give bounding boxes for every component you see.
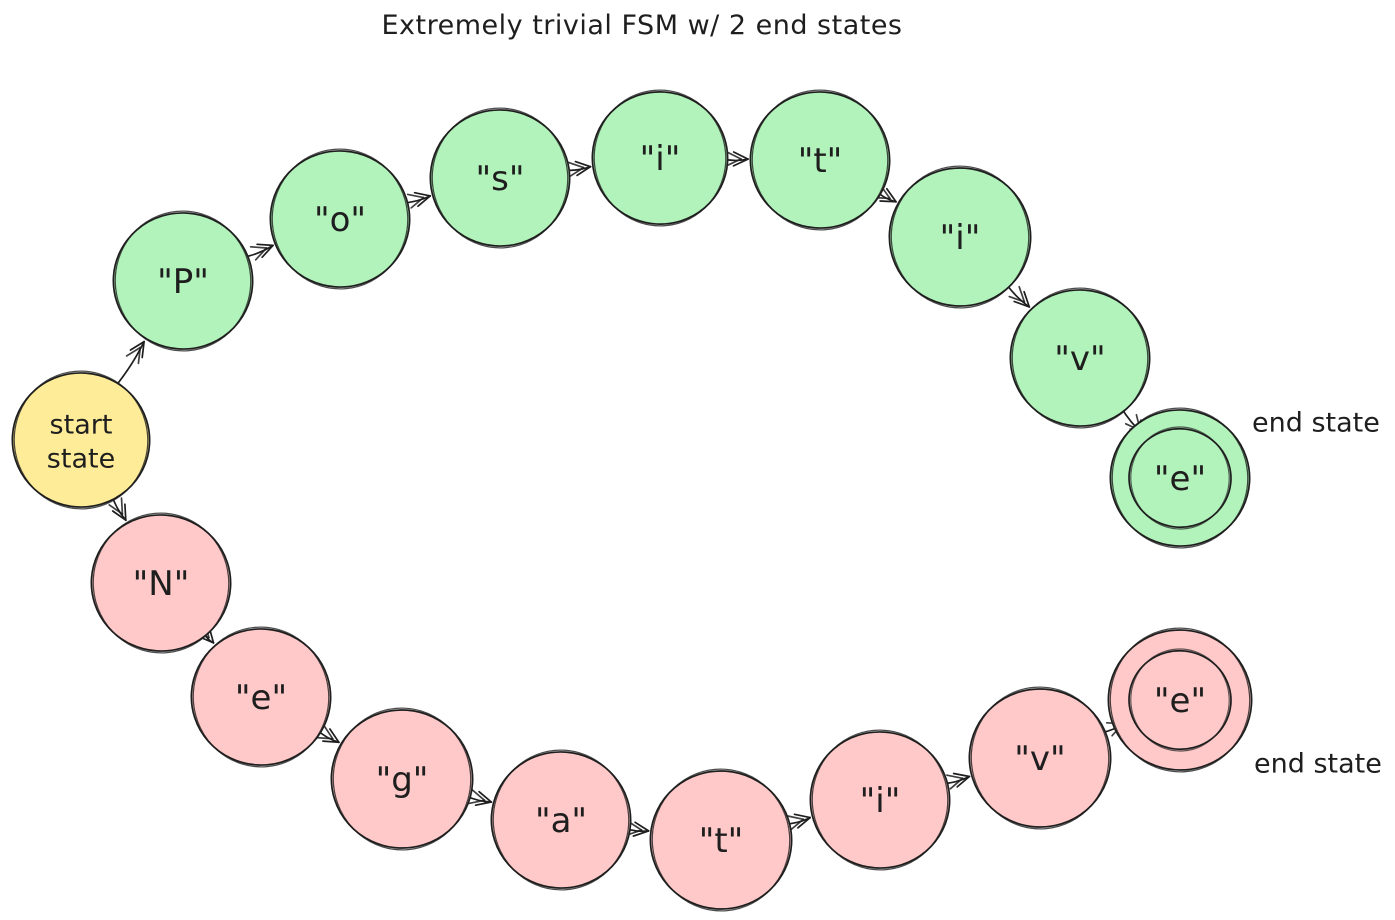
state-node-pos-v: "v" <box>1009 287 1151 429</box>
state-label: "e" <box>1154 459 1206 499</box>
state-circle-outline-sketch <box>811 729 949 871</box>
end-state-inner-ring <box>1128 427 1232 529</box>
state-circle-outline-sketch <box>1011 287 1149 429</box>
state-circle-fill <box>91 514 231 652</box>
state-node-pos-P: "P" <box>112 210 254 352</box>
end-state-label-pos-e: end state <box>1252 407 1380 438</box>
state-circle-outline <box>90 514 232 652</box>
state-circle-outline <box>749 91 891 229</box>
end-state-inner-ring-sketch <box>1130 648 1230 752</box>
state-node-neg-i: "i" <box>809 729 951 871</box>
state-circle-fill <box>191 628 331 766</box>
state-circle-fill <box>12 372 150 508</box>
transition-arrow-neg-e1-to-neg-g <box>315 724 340 744</box>
state-node-neg-e1: "e" <box>190 626 332 768</box>
state-circle-outline-sketch <box>13 370 149 510</box>
transition-arrow-start-to-pos-P <box>114 340 145 388</box>
state-label: "i" <box>940 218 981 258</box>
state-label: "g" <box>376 760 429 800</box>
state-circle-outline <box>429 109 571 247</box>
state-circle-fill <box>270 150 410 288</box>
state-node-neg-t: "t" <box>649 768 793 912</box>
state-circle-outline-sketch <box>332 707 472 851</box>
state-node-pos-i2: "i" <box>888 165 1032 309</box>
state-circle-outline <box>591 91 729 225</box>
state-circle-fill <box>113 212 253 350</box>
state-circle-fill <box>750 91 890 229</box>
state-label: "v" <box>1014 739 1065 779</box>
state-circle-outline-sketch <box>593 89 727 227</box>
state-circle-fill <box>889 167 1031 307</box>
state-circle-outline <box>888 167 1032 307</box>
state-circle-fill <box>331 709 473 849</box>
state-node-neg-N: "N" <box>90 512 232 654</box>
state-circle-fill <box>430 109 570 247</box>
state-circle-outline-sketch <box>1111 407 1249 549</box>
state-label: "N" <box>133 564 190 604</box>
state-circle-outline <box>1107 629 1253 771</box>
start-state-node: start state <box>11 370 151 510</box>
state-label: "t" <box>798 141 843 181</box>
transition-arrow-pos-P-to-pos-o <box>241 243 274 261</box>
state-circle-outline-sketch <box>192 626 330 768</box>
state-node-pos-s: "s" <box>429 107 571 249</box>
state-label: "e" <box>235 678 287 718</box>
state-circle-outline-sketch <box>114 210 252 352</box>
state-label: "o" <box>314 200 366 240</box>
diagram-title: Extremely trivial FSM w/ 2 end states <box>381 10 903 41</box>
state-label: "a" <box>535 801 587 841</box>
state-label: "P" <box>157 262 209 302</box>
state-node-pos-i1: "i" <box>591 89 729 227</box>
state-node-neg-a: "a" <box>490 749 632 891</box>
state-node-pos-t: "t" <box>749 89 891 231</box>
state-label: "e" <box>1154 681 1206 721</box>
state-circle-fill <box>810 731 950 869</box>
state-circle-outline <box>269 150 411 288</box>
end-state-label-neg-e2: end state <box>1254 748 1382 779</box>
end-state-inner-ring-sketch <box>1130 426 1230 530</box>
state-circle-fill <box>650 770 792 910</box>
state-circle-outline-sketch <box>970 686 1110 830</box>
state-circle-outline <box>1109 409 1251 547</box>
state-label: "i" <box>640 139 681 179</box>
state-circle-outline <box>809 731 951 869</box>
state-circle-outline <box>649 770 793 910</box>
state-circle-outline-sketch <box>651 768 791 912</box>
state-node-neg-g: "g" <box>330 707 474 851</box>
state-circle-outline-sketch <box>431 107 569 249</box>
end-state-node-neg-e2: "e" <box>1107 627 1253 773</box>
state-circle-outline <box>190 628 332 766</box>
state-node-pos-o: "o" <box>269 148 411 290</box>
state-circle-outline <box>11 372 151 508</box>
end-state-node-pos-e: "e" <box>1109 407 1251 549</box>
state-label: "i" <box>860 781 901 821</box>
state-circle-outline <box>112 212 254 350</box>
state-circle-outline-sketch <box>92 512 230 654</box>
state-label: "v" <box>1054 339 1105 379</box>
state-label: "s" <box>476 159 525 199</box>
end-state-inner-ring <box>1128 649 1232 751</box>
state-circle-fill <box>969 688 1111 828</box>
state-label: start state <box>47 409 115 474</box>
state-circle-fill <box>491 751 631 889</box>
state-circle-fill <box>1010 289 1150 427</box>
state-circle-outline <box>330 709 474 849</box>
state-node-neg-v: "v" <box>968 686 1112 830</box>
state-circle-outline-sketch <box>890 165 1030 309</box>
state-circle-outline <box>1009 289 1151 427</box>
state-circle-outline <box>968 688 1112 828</box>
state-circle-outline <box>490 751 632 889</box>
state-circle-outline-sketch <box>271 148 409 290</box>
state-circle-fill <box>592 91 728 225</box>
state-circle-outline-sketch <box>1109 627 1251 773</box>
state-label: "t" <box>699 821 744 861</box>
state-circle-outline-sketch <box>751 89 889 231</box>
state-circle-outline-sketch <box>492 749 630 891</box>
state-circle-fill <box>1110 409 1250 547</box>
